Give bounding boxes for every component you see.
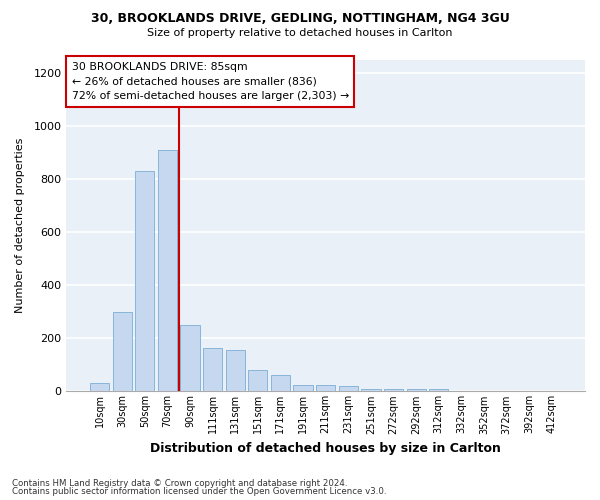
Text: Size of property relative to detached houses in Carlton: Size of property relative to detached ho… <box>147 28 453 38</box>
Bar <box>361 388 380 392</box>
Text: Contains public sector information licensed under the Open Government Licence v3: Contains public sector information licen… <box>12 487 386 496</box>
Text: Contains HM Land Registry data © Crown copyright and database right 2024.: Contains HM Land Registry data © Crown c… <box>12 478 347 488</box>
Bar <box>271 376 290 392</box>
Bar <box>181 325 200 392</box>
Bar <box>135 172 154 392</box>
Bar <box>316 385 335 392</box>
Bar <box>338 386 358 392</box>
Bar <box>226 350 245 392</box>
Bar <box>248 370 268 392</box>
Bar <box>429 390 448 392</box>
Bar <box>90 384 109 392</box>
Bar <box>384 388 403 392</box>
Bar <box>158 150 177 392</box>
Bar <box>203 348 222 392</box>
X-axis label: Distribution of detached houses by size in Carlton: Distribution of detached houses by size … <box>150 442 501 455</box>
Text: 30, BROOKLANDS DRIVE, GEDLING, NOTTINGHAM, NG4 3GU: 30, BROOKLANDS DRIVE, GEDLING, NOTTINGHA… <box>91 12 509 26</box>
Bar <box>293 385 313 392</box>
Text: 30 BROOKLANDS DRIVE: 85sqm
← 26% of detached houses are smaller (836)
72% of sem: 30 BROOKLANDS DRIVE: 85sqm ← 26% of deta… <box>71 62 349 102</box>
Y-axis label: Number of detached properties: Number of detached properties <box>15 138 25 314</box>
Bar <box>113 312 132 392</box>
Bar <box>407 390 426 392</box>
